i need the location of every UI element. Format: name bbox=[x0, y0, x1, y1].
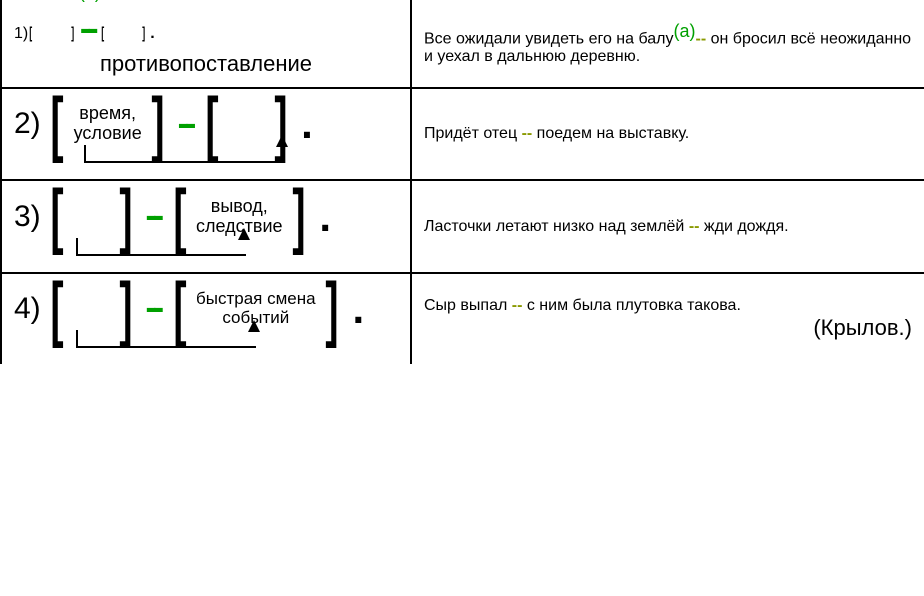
arrow bbox=[14, 330, 398, 354]
bracket-open: [ bbox=[205, 99, 218, 149]
example-cell: Ласточки летают низко над землёй -- жди … bbox=[411, 180, 924, 272]
example-text-before: Ласточки летают низко над землёй bbox=[424, 218, 684, 235]
bracket-open: [ bbox=[51, 191, 64, 241]
schema-cell: 2) [ время,условие ] -- [ ] . bbox=[1, 88, 411, 180]
example-text-after: жди дождя. bbox=[704, 218, 789, 235]
dash: -- bbox=[142, 289, 163, 328]
example-cell: Придёт отец -- поедем на выставку. bbox=[411, 88, 924, 180]
period: . bbox=[150, 25, 154, 43]
dash: -- bbox=[175, 105, 196, 144]
row-number: 2) bbox=[14, 107, 41, 141]
dash-inline: -- bbox=[689, 218, 700, 235]
example-text-before: Все ожидали увидеть его на балу bbox=[424, 30, 674, 47]
row-number: 4) bbox=[14, 292, 41, 326]
example-sup: (а) bbox=[674, 21, 696, 41]
bracket-open: [ bbox=[51, 99, 64, 149]
dash-inline: -- bbox=[512, 297, 523, 314]
bracket-close: ] bbox=[292, 191, 305, 241]
example-cell: Сыр выпал -- с ним была плутовка такова.… bbox=[411, 273, 924, 364]
period: . bbox=[301, 100, 313, 148]
dash: -- bbox=[142, 197, 163, 236]
bracket-close: ] bbox=[71, 28, 74, 39]
sup-letter: (а) bbox=[79, 0, 101, 3]
bracket-open: [ bbox=[51, 284, 64, 334]
table-row: 2) [ время,условие ] -- [ ] . Придёт оте… bbox=[1, 88, 924, 180]
example-text-after: поедем на выставку. bbox=[537, 125, 690, 142]
table-row: 1) [ ] (а) -- [ ] . противопоставление В… bbox=[1, 0, 924, 88]
arrow bbox=[14, 145, 398, 169]
inner-label: время,условие bbox=[74, 104, 142, 144]
bracket-close: ] bbox=[325, 284, 338, 334]
table-row: 3) [ ] -- [ вывод,следствие ] . Ласточки… bbox=[1, 180, 924, 272]
row-number: 1) bbox=[14, 25, 28, 43]
period: . bbox=[319, 193, 331, 241]
dash: -- bbox=[77, 10, 98, 49]
attribution: (Крылов.) bbox=[424, 315, 912, 341]
bracket-close: ] bbox=[152, 99, 165, 149]
bracket-open: [ bbox=[173, 191, 186, 241]
bracket-open: [ bbox=[173, 284, 186, 334]
bracket-close: ] bbox=[119, 191, 132, 241]
schema-caption: противопоставление bbox=[14, 51, 398, 77]
dash-inline: -- bbox=[522, 125, 533, 142]
row-number: 3) bbox=[14, 200, 41, 234]
bracket-open: [ bbox=[101, 28, 104, 39]
bracket-close: ] bbox=[119, 284, 132, 334]
arrow bbox=[14, 238, 398, 262]
table-row: 4) [ ] -- [ быстрая сменасобытий ] . Сыр… bbox=[1, 273, 924, 364]
period: . bbox=[352, 285, 364, 333]
example-text-before: Придёт отец bbox=[424, 125, 517, 142]
schema-cell: 4) [ ] -- [ быстрая сменасобытий ] . bbox=[1, 273, 411, 364]
bracket-close: ] bbox=[142, 28, 145, 39]
schema-cell: 1) [ ] (а) -- [ ] . противопоставление bbox=[1, 0, 411, 88]
schema-cell: 3) [ ] -- [ вывод,следствие ] . bbox=[1, 180, 411, 272]
bracket-open: [ bbox=[29, 28, 32, 39]
example-cell: Все ожидали увидеть его на балу(а)-- он … bbox=[411, 0, 924, 88]
example-text-after: с ним была плутовка такова. bbox=[527, 297, 741, 314]
grammar-table: 1) [ ] (а) -- [ ] . противопоставление В… bbox=[0, 0, 924, 364]
dash-inline: -- bbox=[696, 30, 707, 47]
example-text-before: Сыр выпал bbox=[424, 297, 507, 314]
